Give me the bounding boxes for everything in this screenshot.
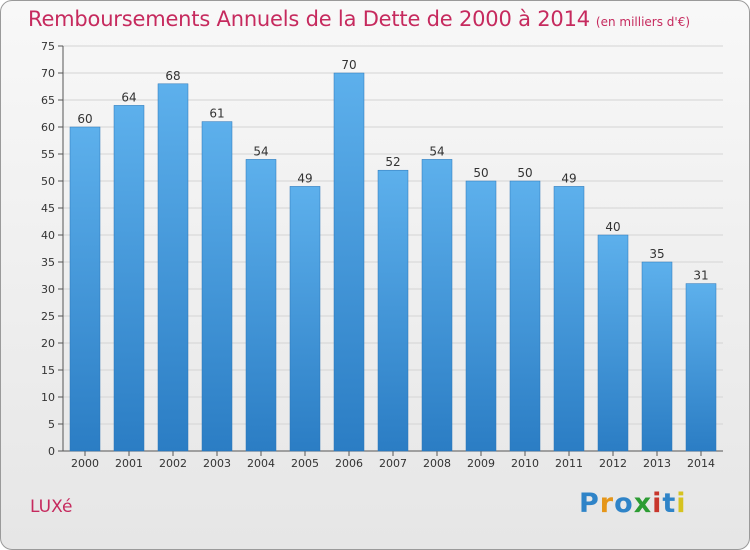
- x-tick-label: 2008: [423, 457, 451, 470]
- proxiti-logo[interactable]: Proxiti: [579, 488, 687, 519]
- bar[interactable]: [421, 159, 453, 452]
- bar[interactable]: [553, 186, 585, 452]
- bar-value-label: 31: [693, 269, 708, 283]
- y-tick-label: 45: [41, 202, 55, 215]
- y-tick-label: 35: [41, 256, 55, 269]
- bar-value-label: 54: [429, 144, 444, 158]
- x-tick-label: 2011: [555, 457, 583, 470]
- chart-subtitle: (en milliers d'€): [595, 15, 691, 29]
- logo-letter: i: [676, 488, 687, 519]
- y-tick-label: 70: [41, 67, 55, 80]
- commune-name: LUXé: [30, 497, 73, 517]
- bar[interactable]: [597, 234, 629, 452]
- chart-title: Remboursements Annuels de la Dette de 20…: [28, 7, 691, 31]
- bar-value-label: 50: [517, 166, 532, 180]
- logo-letter: P: [579, 488, 600, 519]
- x-tick-label: 2001: [115, 457, 143, 470]
- bar[interactable]: [201, 121, 233, 452]
- bar-value-label: 60: [77, 112, 92, 126]
- x-tick-label: 2000: [71, 457, 99, 470]
- y-tick-label: 40: [41, 229, 55, 242]
- x-tick-label: 2013: [643, 457, 671, 470]
- bar-value-label: 49: [561, 171, 576, 185]
- bar-value-label: 68: [165, 69, 180, 83]
- y-tick-label: 55: [41, 148, 55, 161]
- bar-value-label: 64: [121, 90, 136, 104]
- y-tick-label: 10: [41, 391, 55, 404]
- bar[interactable]: [113, 105, 145, 452]
- y-tick-label: 65: [41, 94, 55, 107]
- x-tick-label: 2005: [291, 457, 319, 470]
- y-tick-label: 75: [41, 40, 55, 53]
- bar[interactable]: [333, 72, 365, 452]
- bar-value-label: 54: [253, 144, 268, 158]
- bar[interactable]: [289, 186, 321, 452]
- bar-value-label: 40: [605, 220, 620, 234]
- x-tick-label: 2010: [511, 457, 539, 470]
- bar[interactable]: [69, 126, 101, 452]
- x-tick-label: 2006: [335, 457, 363, 470]
- bar[interactable]: [157, 83, 189, 452]
- y-tick-label: 30: [41, 283, 55, 296]
- bar-value-label: 70: [341, 58, 356, 72]
- x-tick-label: 2014: [687, 457, 715, 470]
- bar[interactable]: [641, 261, 673, 452]
- bar[interactable]: [245, 159, 277, 452]
- x-tick-label: 2012: [599, 457, 627, 470]
- y-tick-label: 5: [48, 418, 55, 431]
- logo-letter: i: [652, 488, 663, 519]
- y-tick-label: 25: [41, 310, 55, 323]
- bar-value-label: 49: [297, 171, 312, 185]
- y-tick-label: 20: [41, 337, 55, 350]
- bar-value-label: 35: [649, 247, 664, 261]
- bar-value-label: 52: [385, 155, 400, 169]
- bar[interactable]: [509, 180, 541, 452]
- y-tick-label: 0: [48, 445, 55, 458]
- y-tick-label: 50: [41, 175, 55, 188]
- x-tick-label: 2004: [247, 457, 275, 470]
- logo-letter: r: [599, 488, 615, 519]
- logo-letter: o: [614, 488, 634, 519]
- bar-value-label: 50: [473, 166, 488, 180]
- y-tick-label: 15: [41, 364, 55, 377]
- bar[interactable]: [465, 180, 497, 452]
- logo-letter: t: [662, 488, 677, 519]
- x-tick-label: 2002: [159, 457, 187, 470]
- x-tick-label: 2003: [203, 457, 231, 470]
- bar[interactable]: [377, 169, 409, 452]
- bar-value-label: 61: [209, 107, 224, 121]
- x-tick-label: 2007: [379, 457, 407, 470]
- y-tick-label: 60: [41, 121, 55, 134]
- logo-letter: x: [633, 488, 653, 519]
- bar[interactable]: [685, 283, 717, 452]
- x-tick-label: 2009: [467, 457, 495, 470]
